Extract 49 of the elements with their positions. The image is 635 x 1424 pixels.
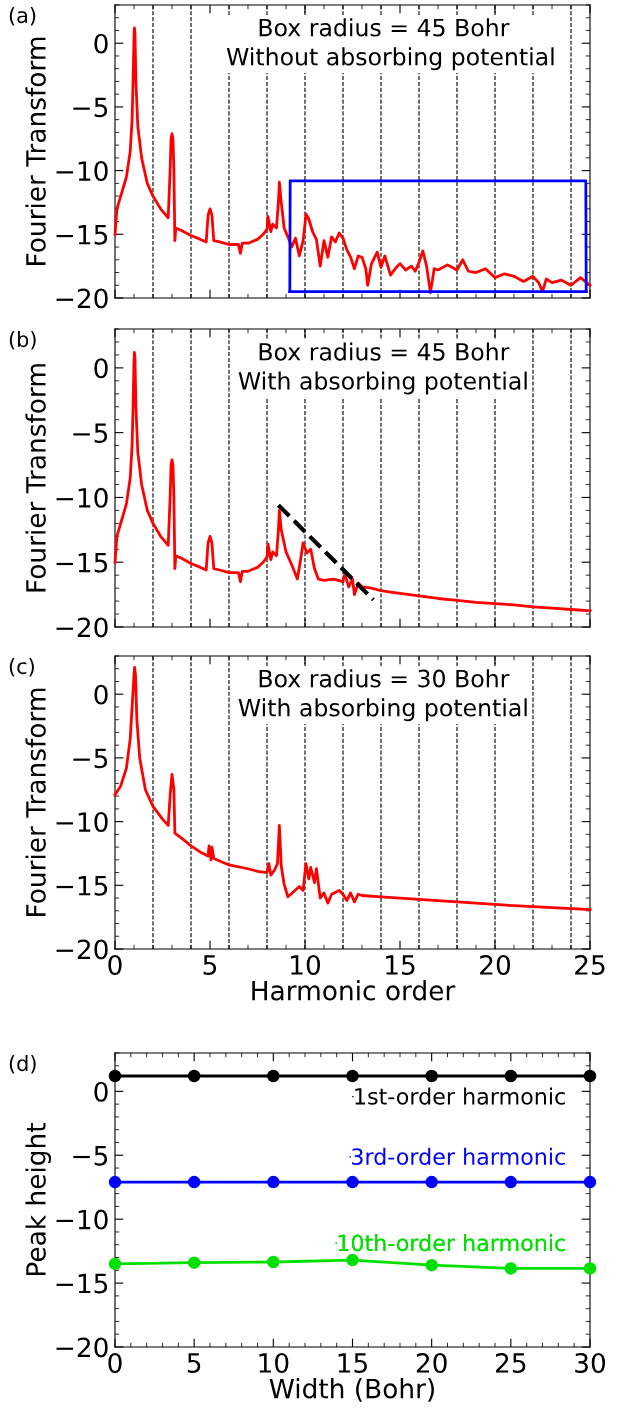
x-tick-label: 15 xyxy=(338,1353,367,1373)
annotation: Box radius = 45 Bohr With absorbing potential xyxy=(238,342,527,395)
x-tick-label: 10 xyxy=(291,955,321,975)
y-tick-label: −10 xyxy=(56,487,108,508)
annotation: Box radius = 30 Bohr With absorbing potential xyxy=(238,669,527,722)
y-tick-label: −20 xyxy=(56,288,108,309)
x-tick-label: 25 xyxy=(575,955,605,975)
x-axis-title: Harmonic order xyxy=(252,980,456,1001)
y-tick-label: −15 xyxy=(56,876,108,896)
y-axis-title: Fourier Transform xyxy=(25,364,46,592)
y-axis-title: Fourier Transform xyxy=(25,688,46,916)
y-tick-label: 0 xyxy=(94,358,108,379)
y-tick-label: −20 xyxy=(56,939,108,960)
y-tick-label: 0 xyxy=(94,33,108,54)
y-tick-label: −10 xyxy=(56,161,108,182)
text: (c) xyxy=(9,658,34,677)
text: (b) xyxy=(9,331,36,350)
x-tick-label: 0 xyxy=(108,1353,122,1373)
y-tick-label: −20 xyxy=(56,617,108,638)
x-tick-label: 5 xyxy=(187,1353,201,1373)
legend-label: 3rd-order harmonic xyxy=(352,1147,565,1166)
y-tick-label: −10 xyxy=(56,812,108,833)
x-tick-label: 20 xyxy=(480,955,511,975)
y-axis-title: Peak height xyxy=(25,1123,51,1275)
y-tick-label: −5 xyxy=(73,1146,108,1166)
y-tick-label: 0 xyxy=(94,684,108,705)
legend-label: 1st-order harmonic xyxy=(355,1087,565,1105)
x-tick-label: 0 xyxy=(108,955,122,975)
x-tick-label: 20 xyxy=(416,1353,447,1373)
y-tick-label: −20 xyxy=(56,1337,108,1358)
x-tick-label: 15 xyxy=(386,955,415,975)
text: (d) xyxy=(9,1055,36,1074)
y-tick-label: −5 xyxy=(73,97,108,118)
x-tick-label: 10 xyxy=(259,1353,289,1373)
x-tick-label: 25 xyxy=(495,1353,526,1373)
x-axis-title: Width (Bohr) xyxy=(269,1378,434,1402)
y-tick-label: −5 xyxy=(73,423,108,444)
y-tick-label: 0 xyxy=(94,1081,108,1102)
x-tick-label: 5 xyxy=(203,955,217,975)
y-tick-label: −10 xyxy=(56,1209,108,1230)
annotation: Box radius = 45 Bohr Without absorbing potential xyxy=(226,18,554,71)
x-tick-label: 30 xyxy=(575,1353,606,1373)
legend-label: 10th-order harmonic xyxy=(338,1234,565,1252)
text: (a) xyxy=(9,7,36,26)
y-tick-label: −15 xyxy=(56,225,108,245)
y-tick-label: −15 xyxy=(56,1273,108,1294)
y-tick-label: −5 xyxy=(73,748,108,769)
y-tick-label: −15 xyxy=(56,553,108,573)
y-axis-title: Fourier Transform xyxy=(25,37,46,265)
